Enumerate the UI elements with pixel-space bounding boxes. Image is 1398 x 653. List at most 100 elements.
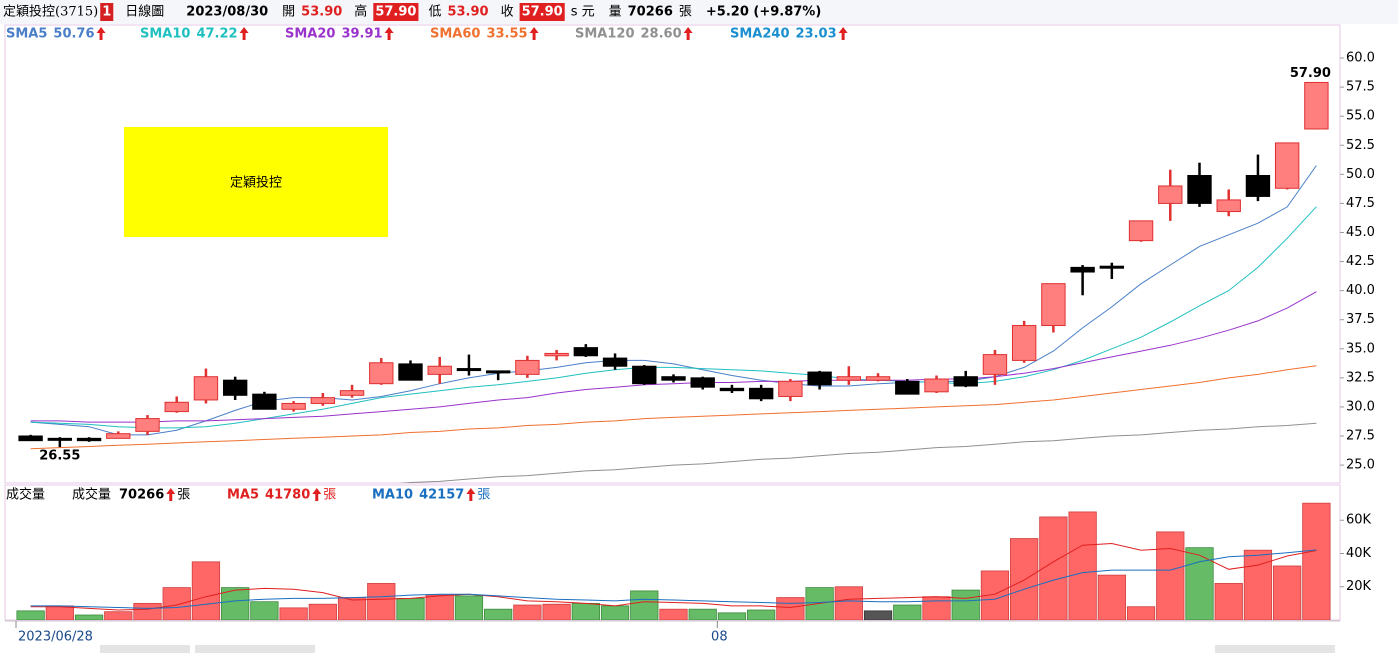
ma-line <box>30 291 1317 423</box>
y-tick-label: 20K <box>1346 579 1372 594</box>
up-arrow-icon <box>96 27 106 40</box>
candle-body <box>719 387 745 392</box>
volume-bar <box>688 608 717 620</box>
max-label: 57.90 <box>1290 66 1331 81</box>
y-tick-label: 55.0 <box>1346 109 1375 124</box>
up-arrow-icon <box>166 488 176 501</box>
candle-body <box>164 401 189 413</box>
legend-value: 28.60 <box>641 27 682 42</box>
candle-body <box>1304 81 1329 130</box>
candle-body <box>135 418 160 432</box>
up-arrow-icon <box>239 27 249 40</box>
legend-unit: 張 <box>477 488 490 503</box>
candle-body <box>222 379 248 396</box>
volume-plot <box>16 502 1331 620</box>
ma-line <box>30 165 1317 436</box>
legend-name: SMA60 <box>430 27 480 42</box>
legend-name: SMA240 <box>730 27 790 42</box>
volume-bar <box>1185 547 1214 620</box>
candle-body <box>369 362 394 385</box>
legend-name: SMA5 <box>6 27 47 42</box>
legend-value: 39.91 <box>341 27 382 42</box>
low-label: 低 <box>428 5 441 20</box>
volume-bar <box>863 610 893 620</box>
open-label: 開 <box>282 5 295 20</box>
candle-body <box>1158 185 1183 204</box>
y-tick-label: 60K <box>1346 513 1372 528</box>
candle-body <box>982 354 1008 375</box>
candle-body <box>778 380 803 397</box>
candle-body <box>427 365 452 375</box>
volume-bar <box>367 583 396 620</box>
candle-body <box>1245 174 1271 197</box>
currency: s 元 <box>571 5 595 20</box>
up-arrow-icon <box>312 488 322 501</box>
legend-name: SMA120 <box>575 27 635 42</box>
candle-body <box>18 435 43 442</box>
badge: 1 <box>102 5 111 20</box>
candle-body <box>485 370 511 374</box>
legend-value: 23.03 <box>796 27 837 42</box>
volume-bar <box>1068 511 1097 620</box>
volume-bar <box>600 605 630 620</box>
volume-unit: 張 <box>679 5 692 20</box>
volume-bar <box>1156 531 1185 620</box>
candle-body <box>1041 283 1066 327</box>
y-tick-label: 40.0 <box>1346 283 1375 298</box>
candle-body <box>865 376 891 381</box>
change: +5.20 (+9.87%) <box>706 5 821 20</box>
period: 日線圖 <box>125 4 164 20</box>
candle-body <box>252 393 277 410</box>
volume-title: 成交量 <box>6 487 45 503</box>
volume-bar <box>747 609 776 620</box>
y-tick-label: 52.5 <box>1346 138 1375 153</box>
volume-bar <box>1214 583 1243 620</box>
open-value: 53.90 <box>301 5 342 20</box>
legend-name: MA10 <box>372 488 413 503</box>
y-tick-label: 47.5 <box>1346 196 1375 211</box>
volume-bar <box>717 612 747 620</box>
volume-bar <box>191 561 221 620</box>
candle-body <box>924 378 949 393</box>
legend-name: SMA20 <box>285 27 335 42</box>
candle-body <box>398 363 423 381</box>
volume-bar <box>542 603 571 620</box>
y-tick-label: 50.0 <box>1346 167 1375 182</box>
tab <box>195 645 315 653</box>
y-tick-label: 60.0 <box>1346 51 1375 66</box>
volume-bar <box>221 587 250 620</box>
legend-value: 33.55 <box>486 27 527 42</box>
legend-name: SMA10 <box>140 27 190 42</box>
close-value: 57.90 <box>522 5 563 20</box>
y-tick-label: 45.0 <box>1346 225 1375 240</box>
price-plot <box>18 81 1329 483</box>
volume-bar <box>396 597 425 620</box>
candle-body <box>47 437 73 441</box>
high-value: 57.90 <box>375 5 416 20</box>
candle-body <box>1011 325 1037 361</box>
volume-label: 量 <box>609 5 622 20</box>
volume-bar <box>834 586 863 620</box>
candle-body <box>661 376 686 381</box>
volume-bar <box>922 596 951 620</box>
volume-bar <box>162 587 191 620</box>
legend-value: 47.22 <box>196 27 237 42</box>
candle-body <box>748 387 774 400</box>
candle-body <box>690 377 715 388</box>
candle-body <box>515 359 540 375</box>
candle-body <box>1274 142 1300 189</box>
y-tick-label: 42.5 <box>1346 254 1375 269</box>
volume-bar <box>1126 606 1156 620</box>
candle-body <box>1099 265 1125 269</box>
price-panel <box>4 24 1341 484</box>
up-arrow-icon <box>683 27 693 40</box>
tab <box>100 645 190 653</box>
volume-bar <box>659 608 688 620</box>
volume-bar <box>1097 574 1126 620</box>
volume-bar <box>133 602 162 620</box>
legend-value: 41780 <box>265 488 310 503</box>
volume-bar <box>1010 538 1039 620</box>
candle-body <box>281 402 306 410</box>
candle-body <box>193 376 219 401</box>
